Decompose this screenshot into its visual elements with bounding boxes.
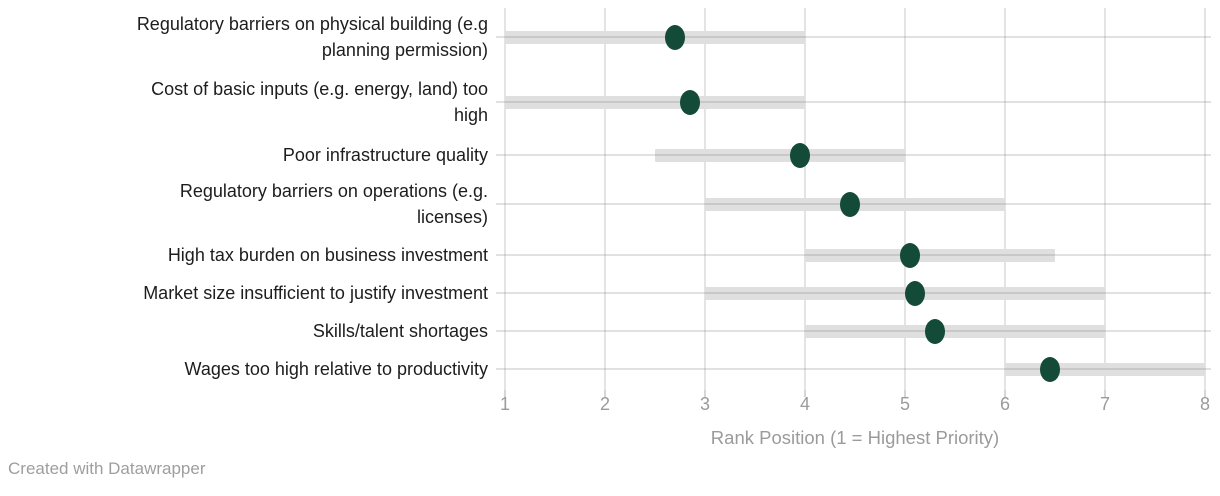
category-label: High tax burden on business investment xyxy=(167,245,488,265)
rank-dot xyxy=(680,89,700,115)
category-label: Cost of basic inputs (e.g. energy, land)… xyxy=(151,79,488,125)
x-axis-title: Rank Position (1 = Highest Priority) xyxy=(710,427,1000,448)
row-baseline xyxy=(496,330,1211,332)
x-axis-tick xyxy=(504,390,506,397)
rank-dot xyxy=(900,242,920,268)
category-label: Regulatory barriers on physical building… xyxy=(136,14,488,60)
category-label: Regulatory barriers on operations (e.g. … xyxy=(179,181,488,227)
x-axis-tick xyxy=(1104,390,1106,397)
category-label: Skills/talent shortages xyxy=(312,321,488,341)
x-tick-label: 3 xyxy=(699,394,710,414)
x-tick-label: 6 xyxy=(999,394,1010,414)
x-tick-label: 1 xyxy=(499,394,510,414)
x-axis-tick xyxy=(804,390,806,397)
category-label: Poor infrastructure quality xyxy=(282,145,488,165)
x-gridline xyxy=(1104,8,1106,390)
rank-dot xyxy=(665,24,685,50)
x-tick-label: 4 xyxy=(799,394,810,414)
x-tick-label: 2 xyxy=(599,394,610,414)
rank-dot xyxy=(790,142,810,168)
rank-dot xyxy=(1040,356,1060,382)
range-bar xyxy=(805,248,1055,262)
rank-dot xyxy=(840,191,860,217)
datawrapper-credit-link[interactable]: Created with Datawrapper xyxy=(8,459,206,478)
row-baseline xyxy=(496,254,1211,256)
x-gridline xyxy=(1004,8,1006,390)
x-tick-label: 7 xyxy=(1099,394,1110,414)
row-baseline xyxy=(496,36,1211,38)
row-baseline xyxy=(496,154,1211,156)
x-tick-label: 5 xyxy=(899,394,910,414)
row-baseline xyxy=(496,101,1211,103)
x-gridline xyxy=(504,8,506,390)
row-baseline xyxy=(496,292,1211,294)
x-axis-tick xyxy=(1004,390,1006,397)
range-bar xyxy=(805,324,1105,338)
x-axis-tick xyxy=(904,390,906,397)
category-label: Market size insufficient to justify inve… xyxy=(143,283,488,303)
x-gridline xyxy=(604,8,606,390)
rank-dot xyxy=(925,318,945,344)
x-axis-tick xyxy=(1204,390,1206,397)
row-baseline xyxy=(496,368,1211,370)
x-axis-tick xyxy=(604,390,606,397)
x-tick-label: 8 xyxy=(1199,394,1210,414)
range-bar xyxy=(505,95,805,109)
rank-dot xyxy=(905,280,925,306)
x-axis-tick xyxy=(704,390,706,397)
x-gridline xyxy=(1204,8,1206,390)
category-label: Wages too high relative to productivity xyxy=(184,359,489,379)
range-bar xyxy=(655,148,905,162)
range-bar xyxy=(505,30,805,44)
